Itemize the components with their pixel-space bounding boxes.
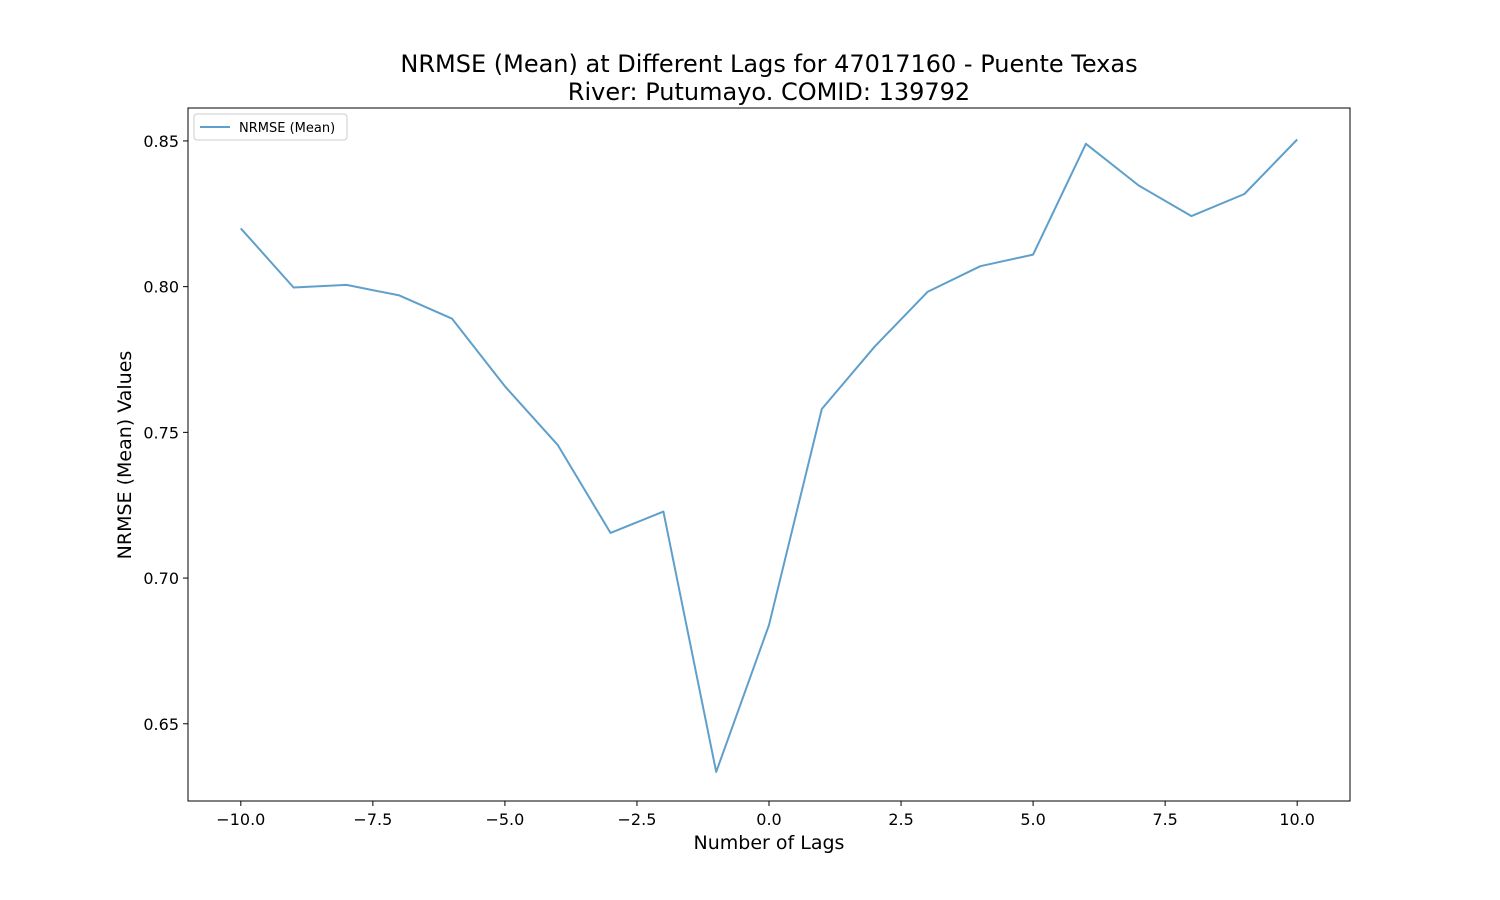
chart-title-line-1: NRMSE (Mean) at Different Lags for 47017… <box>400 50 1137 78</box>
plot-area <box>187 107 1351 802</box>
y-tick-label: 0.80 <box>143 278 179 297</box>
x-tick-label: −5.0 <box>485 810 524 829</box>
x-tick-label: 5.0 <box>1020 810 1045 829</box>
legend-box <box>193 113 348 141</box>
series-line-nrmse-mean <box>240 138 1298 773</box>
legend: NRMSE (Mean) <box>193 113 348 141</box>
legend-label-nrmse-mean: NRMSE (Mean) <box>239 121 335 136</box>
y-tick-label: 0.85 <box>143 132 179 151</box>
chart-title-line-2: River: Putumayo. COMID: 139792 <box>568 78 970 106</box>
y-tick-label: 0.65 <box>143 715 179 734</box>
x-tick-label: −7.5 <box>353 810 392 829</box>
x-tick-label: 10.0 <box>1279 810 1315 829</box>
x-tick-label: −2.5 <box>618 810 657 829</box>
y-axis-label: NRMSE (Mean) Values <box>114 351 136 560</box>
x-axis-label: Number of Lags <box>694 832 845 854</box>
y-tick-label: 0.75 <box>143 423 179 442</box>
x-tick-label: 0.0 <box>756 810 781 829</box>
x-axis: −10.0 −7.5 −5.0 −2.5 0.0 2.5 5.0 7.5 10.0 <box>216 801 1315 829</box>
x-tick-label: 2.5 <box>888 810 913 829</box>
y-tick-label: 0.70 <box>143 569 179 588</box>
y-axis: 0.65 0.70 0.75 0.80 0.85 <box>143 132 188 734</box>
x-tick-label: −10.0 <box>216 810 265 829</box>
x-tick-label: 7.5 <box>1152 810 1177 829</box>
